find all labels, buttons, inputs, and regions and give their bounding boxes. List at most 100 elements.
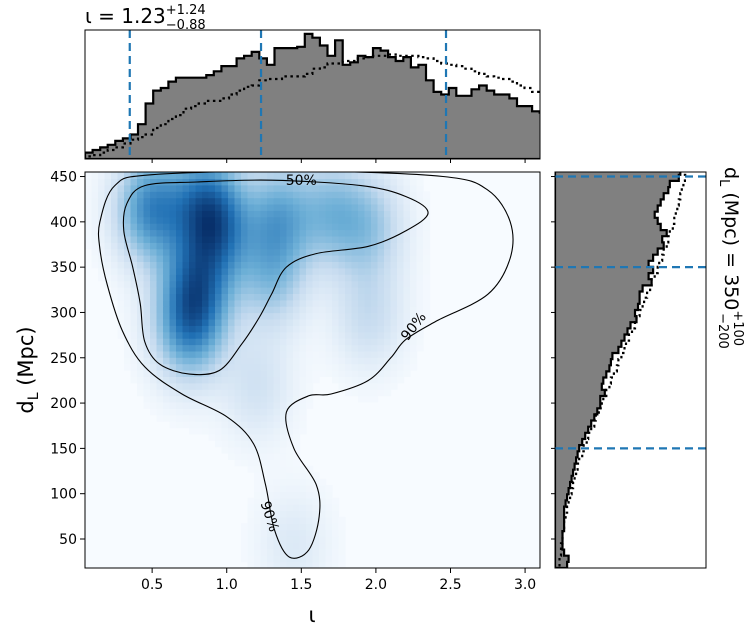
heatmap-cell <box>351 216 359 224</box>
heatmap-cell <box>280 472 288 480</box>
heatmap-cell <box>377 287 385 294</box>
heatmap-cell <box>273 485 281 492</box>
heatmap-cell <box>221 350 229 358</box>
heatmap-cell <box>104 178 112 186</box>
heatmap-cell <box>390 229 398 237</box>
heatmap-cell <box>208 338 216 346</box>
heatmap-cell <box>156 389 164 397</box>
heatmap-cell <box>390 287 398 294</box>
heatmap-cell <box>104 223 112 231</box>
heatmap-cell <box>267 427 275 435</box>
heatmap-cell <box>286 453 294 460</box>
heatmap-cell <box>150 178 158 186</box>
heatmap-cell <box>364 210 372 218</box>
heatmap-cell <box>286 421 294 429</box>
heatmap-cell <box>286 395 294 403</box>
heatmap-cell <box>397 293 405 301</box>
heatmap-cell <box>150 255 158 262</box>
heatmap-cell <box>273 491 281 499</box>
heatmap-cell <box>364 344 372 352</box>
heatmap-cell <box>221 210 229 218</box>
heatmap-cell <box>260 376 268 384</box>
heatmap-cell <box>325 542 333 550</box>
heatmap-cell <box>189 248 197 256</box>
heatmap-cell <box>293 357 301 365</box>
heatmap-cell <box>150 172 158 179</box>
heatmap-cell <box>195 261 203 269</box>
heatmap-cell <box>351 299 359 307</box>
heatmap-cell <box>228 370 236 377</box>
heatmap-cell <box>293 261 301 269</box>
heatmap-cell <box>208 312 216 320</box>
heatmap-cell <box>182 318 190 326</box>
heatmap-cell <box>286 184 294 192</box>
heatmap-cell <box>169 172 177 179</box>
heatmap-cell <box>241 382 249 390</box>
heatmap-cell <box>299 338 307 346</box>
heatmap-cell <box>273 472 281 480</box>
heatmap-cell <box>156 299 164 307</box>
heatmap-cell <box>338 331 346 339</box>
heatmap-cell <box>377 172 385 179</box>
heatmap-cell <box>273 306 281 314</box>
heatmap-cell <box>234 338 242 346</box>
heatmap-cell <box>416 184 424 192</box>
heatmap-cell <box>260 299 268 307</box>
heatmap-cell <box>182 363 190 371</box>
heatmap-cell <box>319 485 327 492</box>
heatmap-cell <box>358 203 366 211</box>
heatmap-cell <box>221 325 229 333</box>
right-hist-solid <box>555 172 682 568</box>
heatmap-cell <box>247 510 255 518</box>
heatmap-cell <box>163 223 171 231</box>
heatmap-cell <box>351 280 359 288</box>
heatmap-cell <box>423 293 431 301</box>
heatmap-cell <box>267 497 275 505</box>
heatmap-cell <box>345 191 353 199</box>
heatmap-cell <box>221 344 229 352</box>
heatmap-cell <box>260 504 268 512</box>
heatmap-cell <box>156 280 164 288</box>
heatmap-cell <box>384 363 392 371</box>
heatmap-cell <box>332 235 340 243</box>
heatmap-cell <box>319 299 327 307</box>
heatmap-cell <box>280 433 288 441</box>
heatmap-cell <box>98 216 106 224</box>
heatmap-cell <box>351 267 359 275</box>
heatmap-cell <box>85 178 93 186</box>
heatmap-cell <box>117 178 125 186</box>
heatmap-cell <box>358 248 366 256</box>
heatmap-cell <box>319 491 327 499</box>
heatmap-cell <box>260 542 268 550</box>
heatmap-cell <box>137 184 145 192</box>
heatmap-cell <box>260 172 268 179</box>
heatmap-cell <box>384 197 392 205</box>
heatmap-cell <box>286 344 294 352</box>
heatmap-cell <box>163 248 171 256</box>
heatmap-cell <box>228 299 236 307</box>
heatmap-cell <box>280 536 288 544</box>
heatmap-cell <box>163 363 171 371</box>
heatmap-cell <box>228 267 236 275</box>
heatmap-cell <box>351 229 359 237</box>
heatmap-cell <box>234 203 242 211</box>
heatmap-cell <box>319 255 327 262</box>
heatmap-cell <box>143 293 151 301</box>
heatmap-cell <box>273 338 281 346</box>
heatmap-cell <box>351 318 359 326</box>
heatmap-cell <box>299 350 307 358</box>
heatmap-cell <box>221 331 229 339</box>
heatmap-cell <box>260 191 268 199</box>
heatmap-cell <box>169 408 177 416</box>
heatmap-cell <box>189 325 197 333</box>
heatmap-cell <box>319 306 327 314</box>
heatmap-cell <box>286 548 294 556</box>
heatmap-cell <box>176 184 184 192</box>
heatmap-cell <box>286 510 294 518</box>
heatmap-cell <box>410 280 418 288</box>
heatmap-cell <box>345 389 353 397</box>
heatmap-cell <box>111 242 119 250</box>
heatmap-cell <box>215 184 223 192</box>
heatmap-cell <box>176 357 184 365</box>
heatmap-cell <box>228 216 236 224</box>
